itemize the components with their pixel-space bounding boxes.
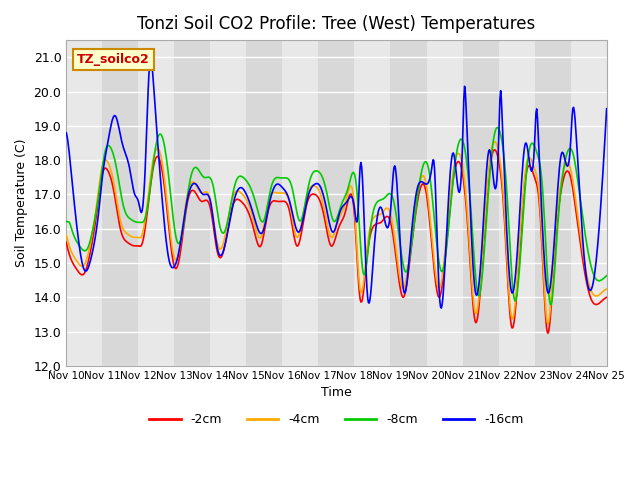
Legend: -2cm, -4cm, -8cm, -16cm: -2cm, -4cm, -8cm, -16cm <box>145 408 529 432</box>
X-axis label: Time: Time <box>321 386 352 399</box>
Bar <box>534 40 571 366</box>
Title: Tonzi Soil CO2 Profile: Tree (West) Temperatures: Tonzi Soil CO2 Profile: Tree (West) Temp… <box>138 15 536 33</box>
Y-axis label: Soil Temperature (C): Soil Temperature (C) <box>15 139 28 267</box>
Bar <box>426 40 463 366</box>
Bar <box>174 40 211 366</box>
Bar <box>211 40 246 366</box>
Bar <box>67 40 102 366</box>
Bar <box>102 40 138 366</box>
Bar <box>246 40 282 366</box>
Bar <box>463 40 499 366</box>
Bar <box>138 40 174 366</box>
Bar <box>571 40 607 366</box>
Bar <box>499 40 534 366</box>
Bar <box>282 40 319 366</box>
Bar <box>355 40 390 366</box>
Bar <box>319 40 355 366</box>
Bar <box>607 40 640 366</box>
Text: TZ_soilco2: TZ_soilco2 <box>77 53 150 66</box>
Bar <box>390 40 426 366</box>
